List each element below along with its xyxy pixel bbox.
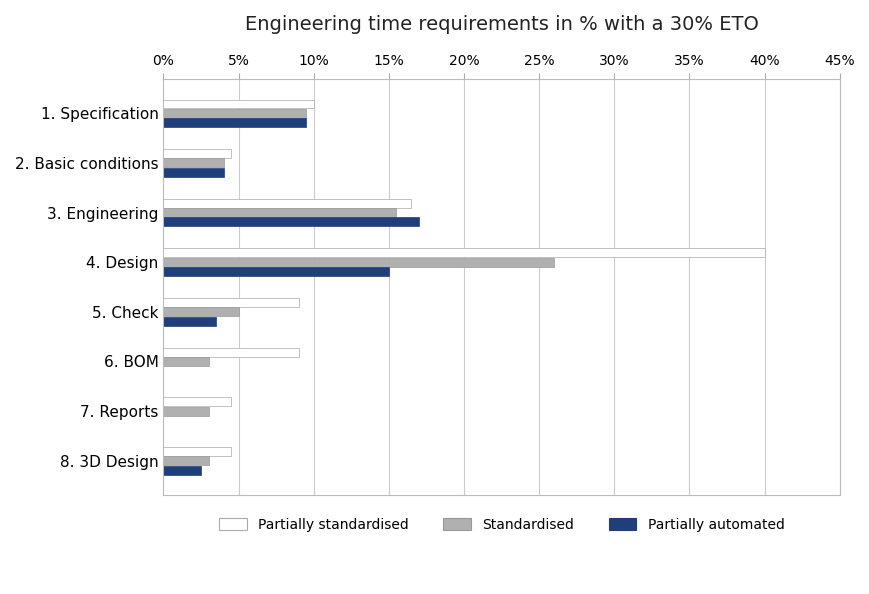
- Bar: [163, 397, 231, 406]
- Bar: [163, 307, 238, 316]
- Bar: [163, 109, 306, 118]
- Bar: [163, 267, 388, 276]
- Bar: [163, 199, 411, 208]
- Bar: [163, 298, 298, 307]
- Legend: Partially standardised, Standardised, Partially automated: Partially standardised, Standardised, Pa…: [211, 511, 791, 539]
- Bar: [163, 407, 209, 416]
- Bar: [163, 447, 231, 456]
- Bar: [163, 347, 298, 356]
- Bar: [163, 159, 223, 168]
- Bar: [163, 357, 209, 366]
- Bar: [163, 456, 209, 465]
- Bar: [163, 217, 419, 226]
- Bar: [163, 208, 396, 217]
- Bar: [163, 466, 201, 475]
- Bar: [163, 258, 554, 267]
- Bar: [163, 118, 306, 127]
- Title: Engineering time requirements in % with a 30% ETO: Engineering time requirements in % with …: [244, 15, 758, 34]
- Bar: [163, 317, 216, 326]
- Bar: [163, 248, 764, 257]
- Bar: [163, 149, 231, 158]
- Bar: [163, 168, 223, 177]
- Bar: [163, 100, 314, 109]
